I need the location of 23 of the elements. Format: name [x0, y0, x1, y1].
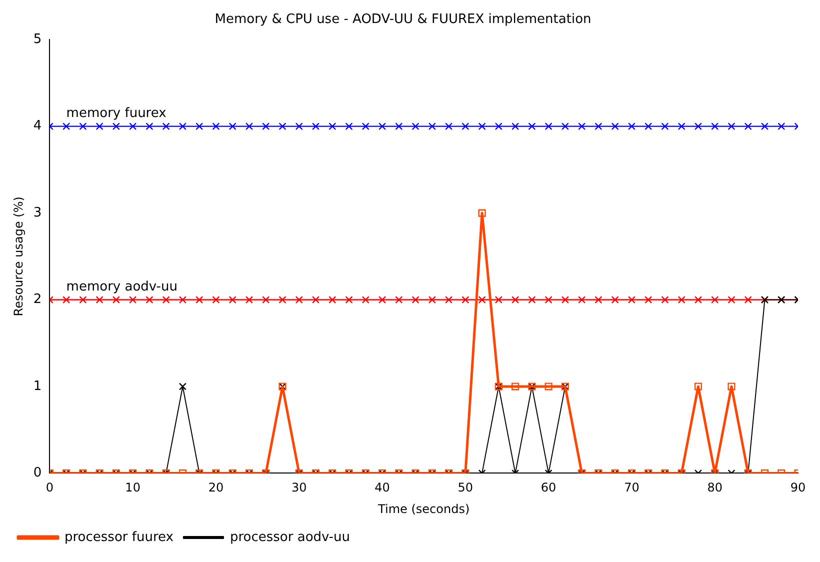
- chart-title: Memory & CPU use - AODV-UU & FUUREX implementation: [214, 12, 592, 28]
- x-tick-label: 10: [125, 480, 140, 495]
- x-axis-title: Time (seconds): [377, 502, 470, 516]
- legend-label: processor fuurex: [64, 530, 174, 545]
- series-label: memory fuurex: [66, 106, 167, 122]
- x-tick-label: 80: [707, 480, 722, 495]
- x-tick-label: 30: [291, 480, 307, 495]
- y-tick-label: 4: [33, 118, 42, 134]
- legend-label: processor aodv-uu: [230, 530, 350, 545]
- x-tick-label: 70: [624, 480, 640, 495]
- x-tick-label: 50: [458, 480, 474, 495]
- y-tick-label: 1: [33, 378, 42, 394]
- x-tick-label: 0: [46, 480, 54, 495]
- y-tick-label: 3: [33, 205, 42, 220]
- x-tick-label: 90: [790, 480, 806, 495]
- x-tick-label: 20: [208, 480, 224, 495]
- y-tick-label: 5: [33, 32, 42, 47]
- x-tick-label: 60: [540, 480, 556, 495]
- y-tick-label: 2: [33, 292, 42, 308]
- series-label: memory aodv-uu: [66, 280, 178, 295]
- y-tick-label: 0: [33, 466, 42, 481]
- y-axis-title: Resource usage (%): [11, 196, 26, 316]
- x-tick-label: 40: [374, 480, 390, 495]
